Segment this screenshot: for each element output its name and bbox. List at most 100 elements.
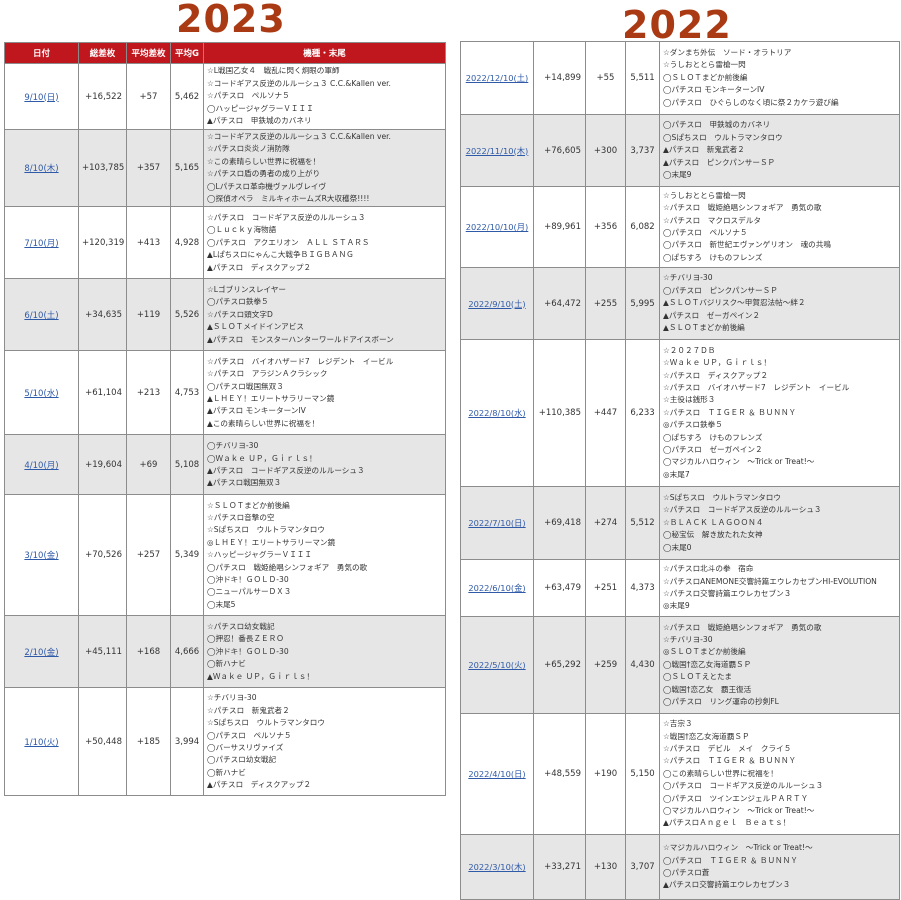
model-entry: ◯チバリヨ-30	[207, 441, 259, 451]
model-entry: ☆パチスロ バイオハザード7 レジデント イービル	[663, 382, 850, 392]
avg-games-cell: 5,526	[170, 278, 204, 352]
date-link[interactable]: 8/10(木)	[24, 164, 59, 175]
table-row: 2022/6/10(金) +63,479 +251 4,373 ☆パチスロ北斗の拳 宿命…	[460, 559, 900, 617]
date-link[interactable]: 3/10(金)	[24, 551, 59, 562]
model-entry: ▲パチスロ ディスクアップ２	[207, 262, 312, 272]
model-entry: ☆チバリヨ-30	[663, 273, 713, 283]
total-diff-cell: +16,522	[78, 63, 127, 130]
date-link[interactable]: 2022/8/10(水)	[468, 408, 526, 418]
model-entry: ▲パチスロ コードギアス反逆のルルーシュ３	[207, 465, 365, 475]
table-row: 9/10(日) +16,522 +57 5,462 ☆L戦国乙女４ 戦乱に閃く炯眼の軍師…	[4, 63, 446, 130]
year-title-2023: 2023	[176, 0, 286, 41]
total-diff-cell: +110,385	[533, 339, 586, 487]
models-cell: ☆パチスロ コードギアス反逆のルルーシュ３ ◯Ｌｕｃｋｙ海物語 ◯パチスロ アクエリ…	[203, 206, 446, 280]
table-row: 2022/8/10(水) +110,385 +447 6,233 ☆２０２７ＤＢ ☆Ｗａｋ…	[460, 339, 900, 487]
model-entry: ☆Sぱちスロ ウルトラマンタロウ	[207, 525, 325, 535]
avg-games-cell: 3,994	[170, 687, 204, 797]
model-entry: ◯戦国†恋乙女 覇王復活	[663, 684, 752, 694]
avg-games-cell: 4,373	[625, 559, 660, 617]
table-row: 2/10(金) +45,111 +168 4,666 ☆パチスロ幼女戦記 ◯押忍！番長ＺＥ…	[4, 615, 446, 689]
model-entry: ◯マジカルハロウィン ～Trick or Treat!～	[663, 806, 815, 816]
date-link[interactable]: 2/10(金)	[24, 647, 59, 658]
table-row: 5/10(水) +61,104 +213 4,753 ☆パチスロ バイオハザード7 レジ…	[4, 350, 446, 436]
model-entry: ◯新ハナビ	[207, 767, 246, 777]
avg-games-cell: 5,512	[625, 486, 660, 560]
model-entry: ◯沖ドキ！ＧＯＬＤ-30	[207, 646, 289, 656]
model-entry: ▲パチスロ ディスクアップ２	[207, 780, 312, 790]
date-link[interactable]: 2022/7/10(日)	[468, 518, 526, 528]
date-link[interactable]: 6/10(土)	[24, 310, 59, 321]
date-link[interactable]: 2022/4/10(日)	[468, 769, 526, 779]
model-entry: ☆パチスロANEMONE交響詩篇エウレカセブンHI-EVOLUTION	[663, 576, 877, 586]
model-entry: ◯末尾0	[663, 542, 692, 552]
avg-games-cell: 5,165	[170, 128, 204, 208]
date-cell: 2022/11/10(木)	[460, 114, 534, 187]
models-cell: ☆ＳＬＯＴまどか前後編 ☆パチスロ音撃の空 ☆Sぱちスロ ウルトラマンタロウ ◎ＬＨＥ…	[203, 494, 446, 617]
date-link[interactable]: 2022/6/10(金)	[468, 583, 526, 593]
year-title-2022: 2022	[622, 3, 732, 47]
model-entry: ☆L戦国乙女４ 戦乱に閃く炯眼の軍師	[207, 66, 340, 76]
date-link[interactable]: 4/10(月)	[24, 460, 59, 471]
total-diff-cell: +33,271	[533, 834, 586, 900]
model-entry: ◎ＳＬＯＴまどか前後編	[663, 647, 746, 657]
models-cell: ☆パチスロ 戦姫絶唱シンフォギア 勇気の歌 ☆チバリヨ-30 ◎ＳＬＯＴまどか前後編…	[659, 616, 900, 714]
table-row: 2022/4/10(日) +48,559 +190 5,150 ☆吉宗３ ☆戦国†恋乙女海…	[460, 713, 900, 835]
model-entry: ◎パチスロ鉄拳５	[663, 420, 723, 430]
avg-diff-cell: +356	[585, 186, 626, 268]
date-cell: 2022/10/10(月)	[460, 186, 534, 268]
date-link[interactable]: 2022/10/10(月)	[465, 222, 529, 232]
models-cell: ☆パチスロ北斗の拳 宿命 ☆パチスロANEMONE交響詩篇エウレカセブンHI-EV…	[659, 559, 900, 617]
model-entry: ◯沖ドキ！ＧＯＬＤ-30	[207, 575, 289, 585]
model-entry: ◯バーサスリヴァイズ	[207, 742, 284, 752]
model-entry: ◯パチスロ コードギアス反逆のルルーシュ３	[663, 781, 824, 791]
date-link[interactable]: 2022/3/10(木)	[468, 862, 526, 872]
model-entry: ◎末尾7	[663, 469, 690, 479]
model-entry: ☆パチスロ音撃の空	[207, 513, 275, 523]
model-entry: ☆うしおととら雷槍一閃	[663, 60, 746, 70]
header-models: 機種・末尾	[203, 42, 446, 64]
date-cell: 2022/4/10(日)	[460, 713, 534, 835]
model-entry: ☆パチスロ幼女戦記	[207, 621, 275, 631]
total-diff-cell: +14,899	[533, 41, 586, 115]
total-diff-cell: +61,104	[78, 350, 127, 436]
date-link[interactable]: 2022/5/10(火)	[468, 660, 526, 670]
avg-games-cell: 5,995	[625, 267, 660, 340]
date-cell: 2022/3/10(木)	[460, 834, 534, 900]
model-entry: ▲ＬＨＥＹ！エリートサラリーマン鏡	[207, 393, 335, 403]
table-row: 2022/5/10(火) +65,292 +259 4,430 ☆パチスロ 戦姫絶唱シン…	[460, 616, 900, 714]
total-diff-cell: +76,605	[533, 114, 586, 187]
avg-games-cell: 6,233	[625, 339, 660, 487]
total-diff-cell: +45,111	[78, 615, 127, 689]
model-entry: ☆パチスロ マクロスデルタ	[663, 215, 761, 225]
date-link[interactable]: 9/10(日)	[24, 92, 59, 103]
avg-diff-cell: +190	[585, 713, 626, 835]
date-link[interactable]: 2022/9/10(土)	[468, 298, 526, 309]
table-row: 2022/12/10(土) +14,899 +55 5,511 ☆ダンまち外伝 ソード・…	[460, 41, 900, 115]
date-link[interactable]: 1/10(火)	[24, 737, 59, 748]
model-entry: ▲ＳＬＯＴメイドインアビス	[207, 322, 304, 332]
model-entry: ☆コードギアス反逆のルルーシュ３ C.C.&Kallen ver.	[207, 78, 391, 88]
avg-games-cell: 4,430	[625, 616, 660, 714]
total-diff-cell: +50,448	[78, 687, 127, 797]
date-link[interactable]: 7/10(月)	[24, 238, 59, 249]
model-entry: ◯パチスロ 戦姫絶唱シンフォギア 勇気の歌	[207, 562, 368, 572]
date-cell: 2022/9/10(土)	[460, 267, 534, 340]
model-entry: ☆戦国†恋乙女海道覇ＳＰ	[663, 731, 750, 741]
model-entry: ◯戦国†恋乙女海道覇ＳＰ	[663, 659, 752, 669]
date-link[interactable]: 2022/12/10(土)	[465, 73, 529, 83]
model-entry: ◯パチスロ モンキーターンIV	[663, 85, 765, 95]
model-entry: ◯押忍！番長ＺＥＲＯ	[207, 634, 284, 644]
date-link[interactable]: 5/10(水)	[24, 388, 59, 399]
date-link[interactable]: 2022/11/10(木)	[465, 145, 529, 156]
model-entry: ▲パチスロ ピンクパンサーＳＰ	[663, 157, 776, 167]
model-entry: ◯パチスロ リング運命の抄剣FL	[663, 697, 779, 707]
model-entry: ☆パチスロ 戦姫絶唱シンフォギア 勇気の歌	[663, 203, 822, 213]
model-entry: ◯ＳＬＯＴえとたま	[663, 672, 733, 682]
date-cell: 2022/8/10(水)	[460, 339, 534, 487]
date-cell: 1/10(火)	[4, 687, 79, 797]
model-entry: ◯パチスロ 新世紀エヴァンゲリオン 魂の共鳴	[663, 240, 831, 250]
model-entry: ◯ぱちすろ けものフレンズ	[663, 252, 763, 262]
model-entry: ◯新ハナビ	[207, 659, 246, 669]
avg-diff-cell: +413	[126, 206, 171, 280]
model-entry: ☆うしおととら雷槍一閃	[663, 190, 746, 200]
